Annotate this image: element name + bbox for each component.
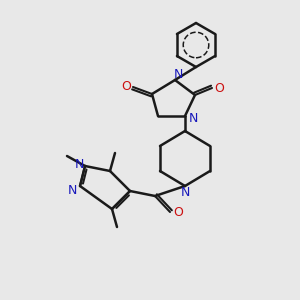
- Text: N: N: [74, 158, 84, 170]
- Text: N: N: [173, 68, 183, 82]
- Text: O: O: [173, 206, 183, 218]
- Text: O: O: [214, 82, 224, 94]
- Text: N: N: [188, 112, 198, 124]
- Text: N: N: [180, 187, 190, 200]
- Text: O: O: [121, 80, 131, 94]
- Text: N: N: [67, 184, 77, 197]
